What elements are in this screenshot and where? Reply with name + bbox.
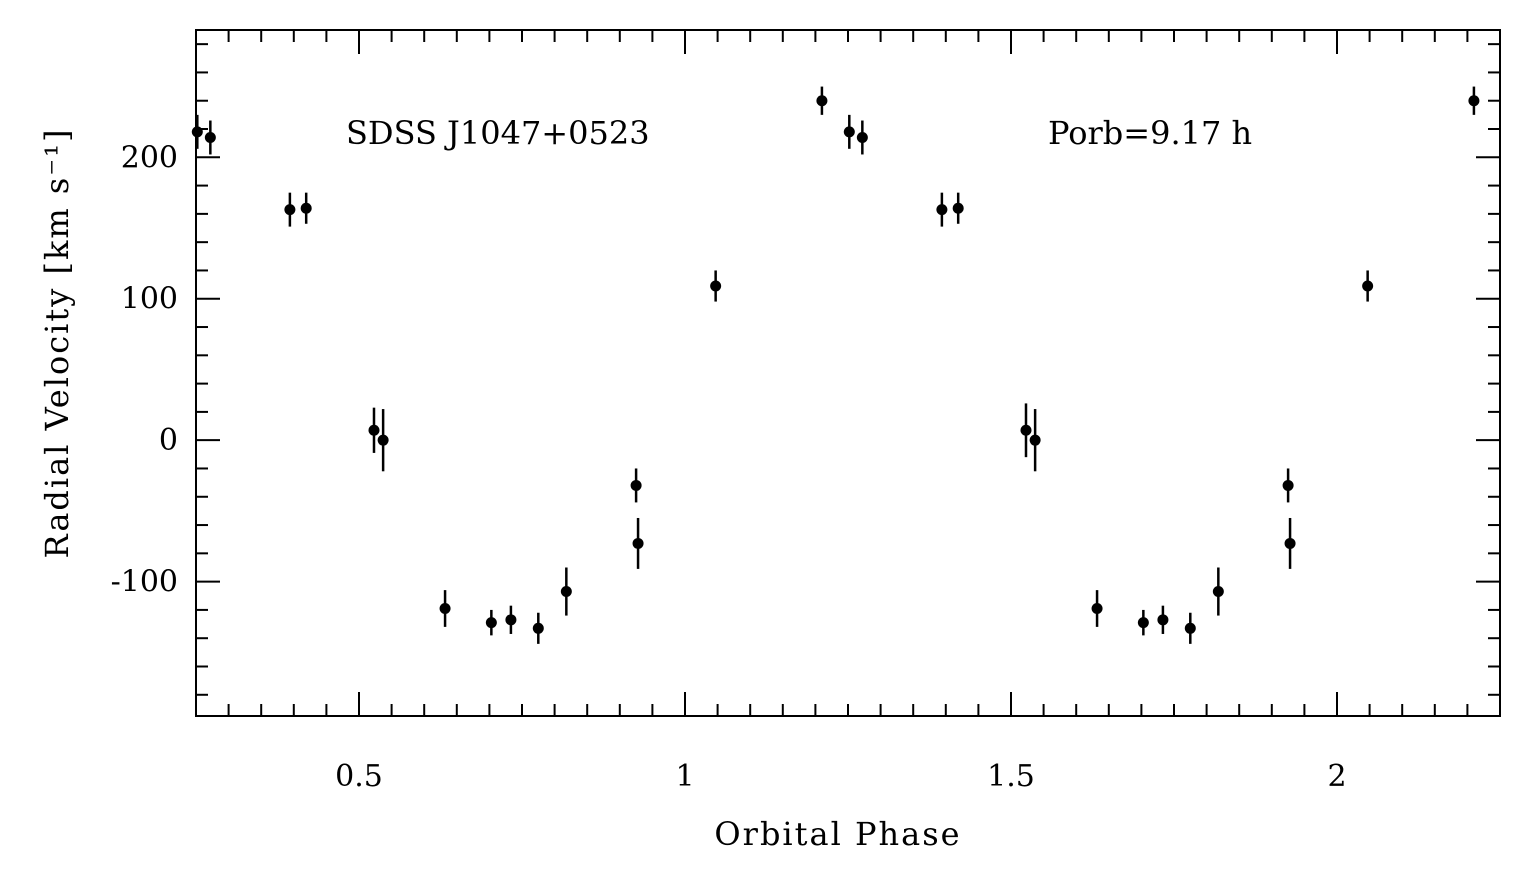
data-point (1212, 586, 1224, 598)
tick-labels: 0.5 1 1.5 2 -100 0 100 200 (111, 140, 1347, 794)
data-point (191, 126, 203, 138)
data-point (1029, 434, 1041, 446)
data-point (204, 131, 216, 143)
data-point (630, 479, 642, 491)
data-point (377, 434, 389, 446)
data-point (284, 204, 296, 216)
data-point (1157, 614, 1169, 626)
data-point (1362, 280, 1374, 292)
data-points (191, 86, 1480, 644)
data-point (856, 131, 868, 143)
y-tick-label: 0 (159, 423, 178, 458)
data-point (505, 614, 517, 626)
data-point (936, 204, 948, 216)
data-point (532, 622, 544, 634)
data-point (368, 424, 380, 436)
data-point (560, 586, 572, 598)
data-point (1091, 603, 1103, 615)
data-point (1282, 479, 1294, 491)
data-point (485, 617, 497, 629)
object-name-annotation: SDSS J1047+0523 (346, 114, 650, 152)
data-point (1020, 424, 1032, 436)
data-point (843, 126, 855, 138)
y-tick-label: -100 (111, 565, 178, 600)
data-point (710, 280, 722, 292)
x-axis-title: Orbital Phase (714, 815, 961, 853)
data-point (816, 95, 828, 107)
data-point (632, 537, 644, 549)
y-axis-title: Radial Velocity [km s⁻¹] (38, 128, 76, 559)
data-point (1184, 622, 1196, 634)
period-annotation: Porb=9.17 h (1048, 114, 1252, 152)
x-tick-label: 1 (675, 759, 694, 794)
data-point (300, 202, 312, 214)
x-tick-label: 1.5 (987, 759, 1035, 794)
x-tick-label: 0.5 (335, 759, 383, 794)
x-tick-label: 2 (1327, 759, 1346, 794)
data-point (952, 202, 964, 214)
y-tick-label: 200 (121, 140, 178, 175)
y-tick-label: 100 (121, 282, 178, 317)
data-point (439, 603, 451, 615)
data-point (1468, 95, 1480, 107)
data-point (1137, 617, 1149, 629)
data-point (1284, 537, 1296, 549)
